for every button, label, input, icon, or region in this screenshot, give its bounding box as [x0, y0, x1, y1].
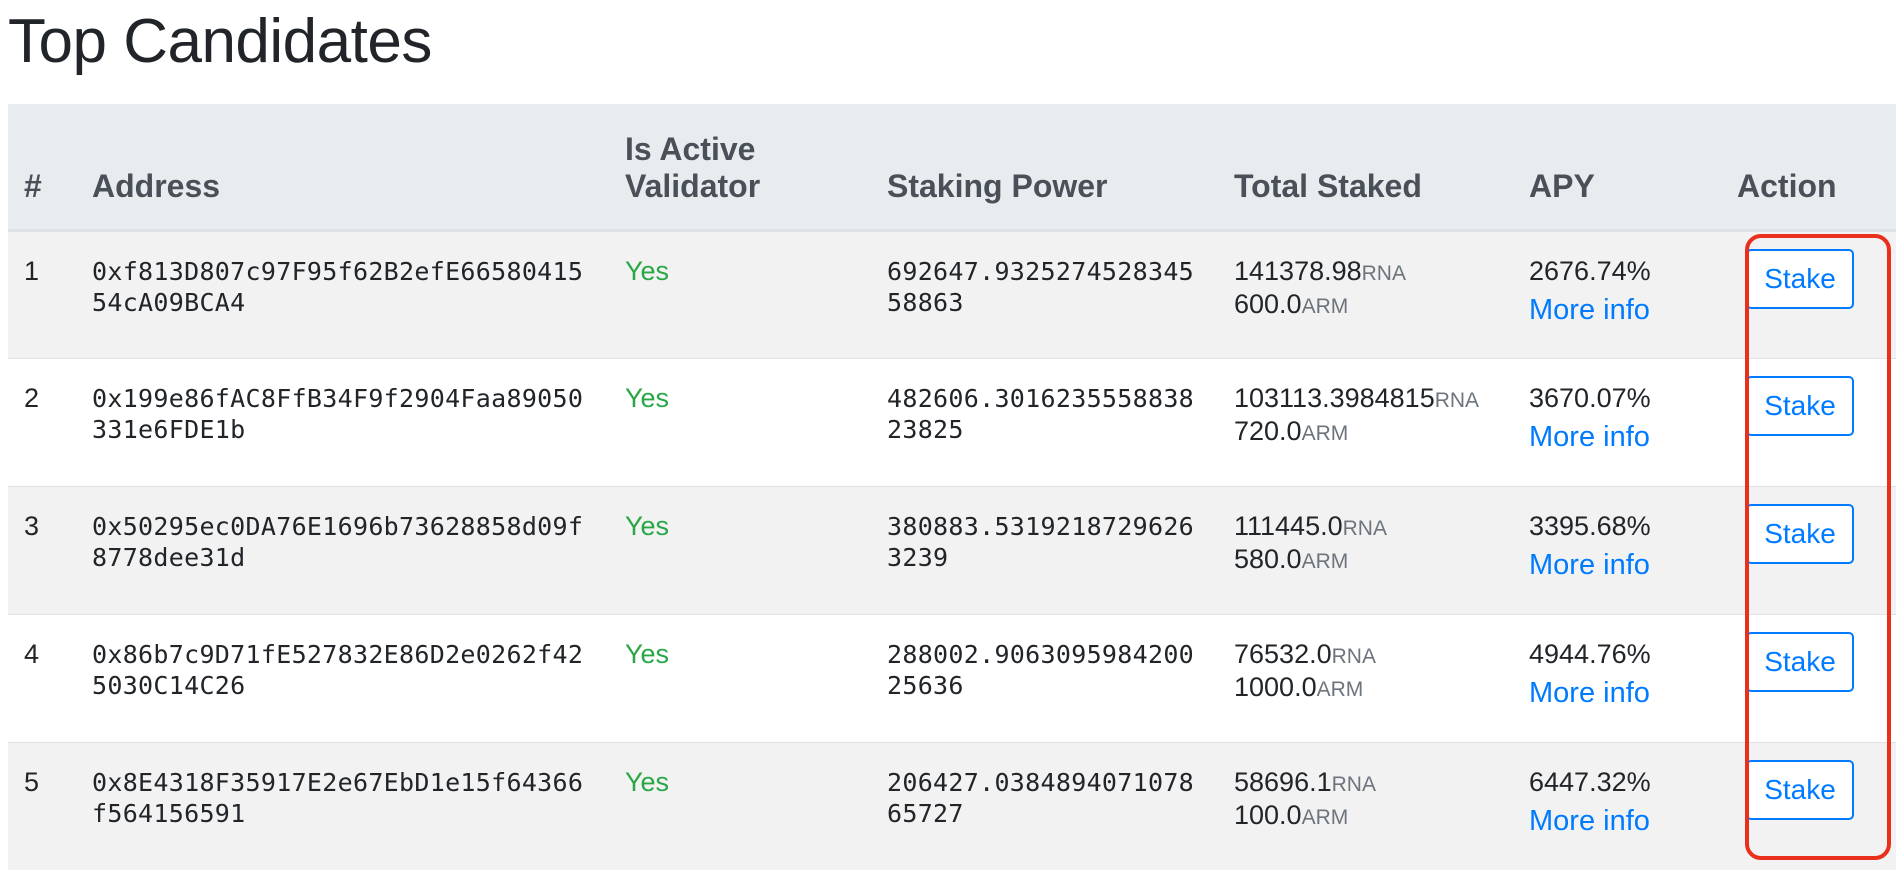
apy-cell: 3670.07% More info [1513, 358, 1721, 486]
candidate-address: 0x50295ec0DA76E1696b73628858d09f8778dee3… [92, 511, 584, 572]
action-cell: Stake [1721, 230, 1896, 358]
rna-amount: 111445.0 [1234, 510, 1343, 541]
total-staked: 58696.1RNA 100.0ARM [1218, 742, 1513, 870]
row-index-text: 4 [24, 638, 40, 669]
column-header-total-staked: Total Staked [1218, 104, 1513, 232]
arm-amount: 720.0 [1234, 415, 1302, 446]
arm-unit: ARM [1301, 294, 1349, 318]
apy-cell: 6447.32% More info [1513, 742, 1721, 870]
row-index: 4 [8, 614, 76, 742]
row-index-text: 2 [24, 382, 40, 413]
rna-unit: RNA [1434, 388, 1480, 412]
arm-unit: ARM [1316, 677, 1364, 701]
page-title: Top Candidates [8, 7, 432, 76]
table-row: 1 0xf813D807c97F95f62B2efE6658041554cA09… [8, 230, 1896, 358]
rna-amount: 141378.98 [1234, 255, 1362, 286]
staking-power: 482606.301623555883823825 [887, 383, 1195, 444]
arm-amount: 580.0 [1234, 543, 1302, 574]
table-row: 5 0x8E4318F35917E2e67EbD1e15f64366f56415… [8, 742, 1896, 870]
candidate-address: 0x199e86fAC8FfB34F9f2904Faa89050331e6FDE… [92, 383, 584, 444]
column-header-address: Address [76, 104, 609, 232]
total-staked: 103113.3984815RNA 720.0ARM [1218, 358, 1513, 486]
arm-amount: 600.0 [1234, 288, 1302, 319]
apy-value: 3395.68% [1529, 510, 1651, 541]
action-cell: Stake [1721, 742, 1896, 870]
rna-amount: 103113.3984815 [1234, 382, 1435, 413]
staking-power: 380883.53192187296263239 [887, 511, 1195, 572]
action-cell: Stake [1721, 614, 1896, 742]
table-row: 3 0x50295ec0DA76E1696b73628858d09f8778de… [8, 486, 1896, 614]
row-index-text: 5 [24, 766, 40, 797]
candidate-address: 0x8E4318F35917E2e67EbD1e15f64366f5641565… [92, 767, 584, 828]
arm-unit: ARM [1301, 421, 1349, 445]
staking-power: 206427.038489407107865727 [887, 767, 1195, 828]
row-index: 5 [8, 742, 76, 870]
stake-button[interactable]: Stake [1746, 375, 1854, 436]
row-index-text: 3 [24, 510, 40, 541]
apy-cell: 2676.74% More info [1513, 230, 1721, 358]
rna-amount: 76532.0 [1234, 638, 1332, 669]
staking-power: 288002.906309598420025636 [887, 639, 1195, 700]
action-cell: Stake [1721, 358, 1896, 486]
apy-value: 3670.07% [1529, 382, 1651, 413]
candidate-address: 0xf813D807c97F95f62B2efE6658041554cA09BC… [92, 256, 584, 317]
column-header-action: Action [1721, 104, 1896, 232]
more-info-link[interactable]: More info [1529, 548, 1650, 581]
arm-amount: 100.0 [1234, 799, 1302, 830]
active-status: Yes [625, 766, 670, 797]
staking-power: 692647.932527452834558863 [887, 256, 1195, 317]
more-info-link[interactable]: More info [1529, 676, 1650, 709]
rna-unit: RNA [1331, 772, 1376, 796]
rna-unit: RNA [1361, 261, 1406, 285]
candidate-address: 0x86b7c9D71fE527832E86D2e0262f425030C14C… [92, 639, 584, 700]
stake-button[interactable]: Stake [1746, 503, 1854, 564]
more-info-link[interactable]: More info [1529, 420, 1650, 453]
active-status: Yes [625, 638, 670, 669]
row-index-text: 1 [24, 255, 40, 286]
active-status: Yes [625, 510, 670, 541]
active-status: Yes [625, 255, 670, 286]
apy-value: 4944.76% [1529, 638, 1651, 669]
row-index: 3 [8, 486, 76, 614]
rna-amount: 58696.1 [1234, 766, 1332, 797]
apy-cell: 3395.68% More info [1513, 486, 1721, 614]
apy-value: 2676.74% [1529, 255, 1651, 286]
action-cell: Stake [1721, 486, 1896, 614]
arm-unit: ARM [1301, 805, 1349, 829]
table-row: 2 0x199e86fAC8FfB34F9f2904Faa89050331e6F… [8, 358, 1896, 486]
column-header-active-validator: Is Active Validator [609, 104, 871, 232]
total-staked: 141378.98RNA 600.0ARM [1218, 230, 1513, 358]
active-status: Yes [625, 382, 670, 413]
more-info-link[interactable]: More info [1529, 804, 1650, 837]
apy-cell: 4944.76% More info [1513, 614, 1721, 742]
rna-unit: RNA [1331, 644, 1376, 668]
rna-unit: RNA [1342, 516, 1387, 540]
arm-amount: 1000.0 [1234, 671, 1317, 702]
more-info-link[interactable]: More info [1529, 293, 1650, 326]
total-staked: 111445.0RNA 580.0ARM [1218, 486, 1513, 614]
total-staked: 76532.0RNA 1000.0ARM [1218, 614, 1513, 742]
apy-value: 6447.32% [1529, 766, 1651, 797]
stake-button[interactable]: Stake [1746, 759, 1854, 820]
candidates-table: # Address Is Active Validator Staking Po… [8, 104, 1896, 870]
column-header-staking-power: Staking Power [871, 104, 1218, 232]
row-index: 1 [8, 230, 76, 358]
column-header-index: # [8, 104, 76, 232]
row-index: 2 [8, 358, 76, 486]
stake-button[interactable]: Stake [1746, 248, 1854, 309]
table-header-row: # Address Is Active Validator Staking Po… [8, 104, 1896, 232]
arm-unit: ARM [1301, 549, 1349, 573]
table-row: 4 0x86b7c9D71fE527832E86D2e0262f425030C1… [8, 614, 1896, 742]
column-header-apy: APY [1513, 104, 1721, 232]
stake-button[interactable]: Stake [1746, 631, 1854, 692]
